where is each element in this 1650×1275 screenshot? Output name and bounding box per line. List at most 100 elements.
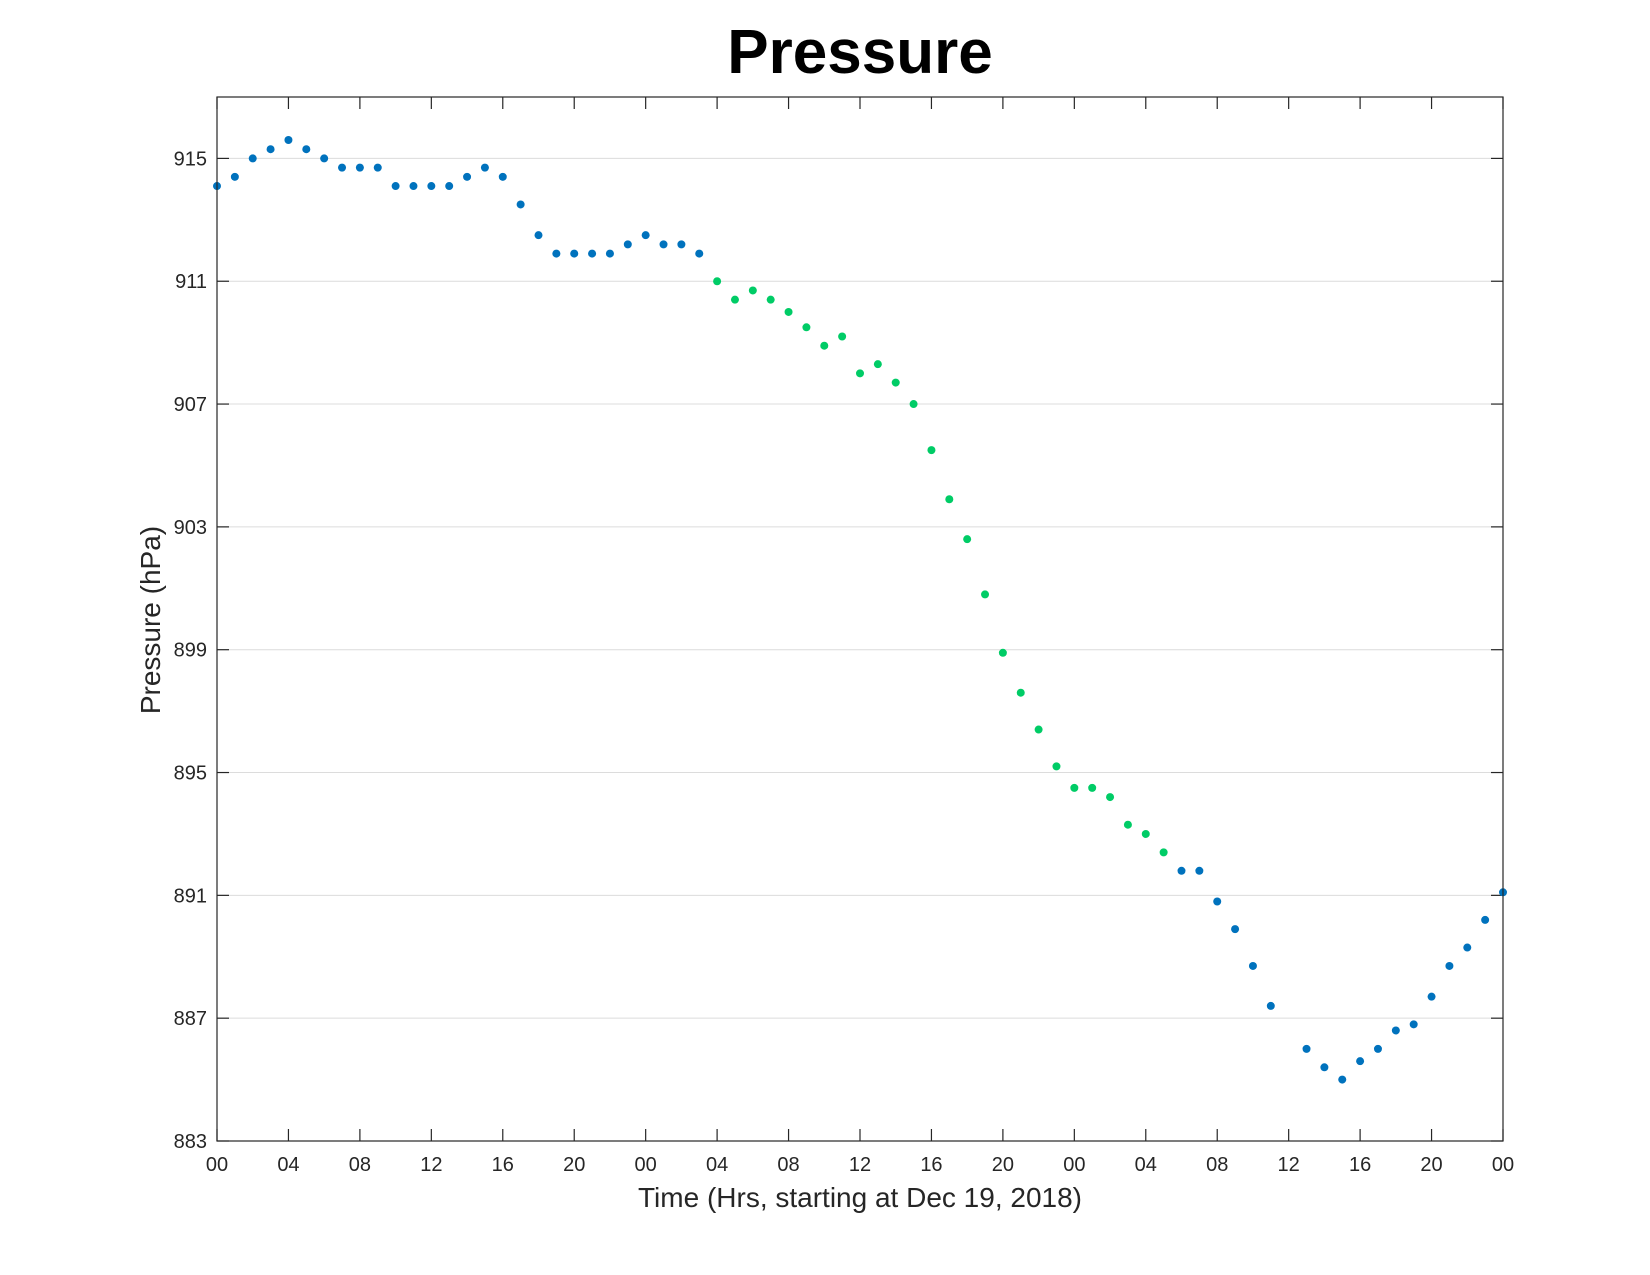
data-point — [820, 341, 829, 350]
data-point — [963, 535, 972, 544]
data-point — [677, 240, 686, 249]
y-tick-label: 887 — [174, 1008, 207, 1030]
data-point — [1070, 783, 1079, 792]
data-point — [320, 154, 329, 163]
data-point — [534, 231, 543, 240]
data-point — [1141, 829, 1150, 838]
x-tick-label: 08 — [1206, 1154, 1228, 1176]
data-point — [802, 323, 811, 332]
x-tick-label: 12 — [420, 1154, 442, 1176]
x-tick-label: 12 — [849, 1154, 871, 1176]
data-point — [766, 295, 775, 304]
x-tick-label: 04 — [1135, 1154, 1157, 1176]
data-point — [1213, 897, 1222, 906]
y-tick-label: 891 — [174, 885, 207, 907]
x-tick-label: 20 — [1420, 1154, 1442, 1176]
data-point — [427, 182, 436, 191]
data-point — [1195, 866, 1204, 875]
x-tick-label: 00 — [635, 1154, 657, 1176]
data-point — [1177, 866, 1186, 875]
data-point — [1338, 1075, 1347, 1084]
data-point — [659, 240, 668, 249]
data-point — [338, 163, 347, 172]
data-point — [1373, 1044, 1382, 1053]
data-point — [838, 332, 847, 341]
chart-title: Pressure — [727, 18, 992, 87]
data-point — [480, 163, 489, 172]
data-point — [730, 295, 739, 304]
data-point — [1391, 1026, 1400, 1035]
data-point — [588, 249, 597, 258]
data-point — [873, 360, 882, 369]
data-point — [570, 249, 579, 258]
data-point — [1159, 848, 1168, 857]
data-point — [1123, 820, 1132, 829]
data-point — [1231, 925, 1240, 934]
y-tick-label: 915 — [174, 148, 207, 170]
x-tick-label: 16 — [920, 1154, 942, 1176]
x-tick-label: 04 — [706, 1154, 728, 1176]
data-point — [1248, 961, 1257, 970]
y-tick-label: 907 — [174, 394, 207, 416]
data-point — [891, 378, 900, 387]
data-point — [230, 172, 239, 181]
data-point — [1427, 992, 1436, 1001]
data-point — [1320, 1063, 1329, 1072]
y-axis-label: Pressure (hPa) — [135, 526, 166, 714]
data-point — [1106, 793, 1115, 802]
data-point — [927, 446, 936, 455]
data-point — [981, 590, 990, 599]
data-point — [695, 249, 704, 258]
data-point — [1034, 725, 1043, 734]
data-point — [623, 240, 632, 249]
data-point — [1302, 1044, 1311, 1053]
data-point — [266, 145, 275, 154]
data-point — [409, 182, 418, 191]
y-tick-label: 911 — [175, 271, 207, 293]
data-point — [463, 172, 472, 181]
data-point — [516, 200, 525, 209]
x-tick-label: 20 — [992, 1154, 1014, 1176]
y-tick-label: 903 — [174, 517, 207, 539]
data-point — [713, 277, 722, 286]
data-point — [1356, 1057, 1365, 1066]
x-tick-label: 00 — [1492, 1154, 1514, 1176]
data-point — [1481, 915, 1490, 924]
data-point — [1052, 762, 1061, 771]
x-tick-label: 00 — [1063, 1154, 1085, 1176]
plot-frame — [216, 96, 1504, 1142]
y-axis: 883 887 891 895 899 903 907 911 915 — [174, 148, 1503, 1153]
data-point — [856, 369, 864, 378]
x-tick-label: 20 — [563, 1154, 585, 1176]
x-tick-label: 16 — [492, 1154, 514, 1176]
data-point — [1463, 943, 1472, 952]
data-point — [748, 286, 757, 295]
x-axis-label: Time (Hrs, starting at Dec 19, 2018) — [638, 1182, 1082, 1213]
data-point — [248, 154, 257, 163]
y-tick-label: 899 — [174, 640, 207, 662]
data-point — [373, 163, 382, 172]
x-tick-label: 08 — [349, 1154, 371, 1176]
y-tick-label: 895 — [174, 763, 207, 785]
data-point — [641, 231, 650, 240]
y-tick-label: 883 — [174, 1131, 207, 1153]
data-point — [998, 648, 1007, 657]
x-tick-label: 16 — [1349, 1154, 1371, 1176]
data-point — [1409, 1020, 1418, 1029]
data-point — [784, 307, 793, 316]
data-point — [1016, 688, 1025, 697]
data-point — [1088, 783, 1097, 792]
x-tick-label: 00 — [206, 1154, 228, 1176]
data-point — [302, 145, 311, 154]
data-point — [284, 135, 293, 144]
grid-layer — [217, 157, 1503, 1019]
data-point — [498, 172, 507, 181]
data-point — [445, 182, 454, 191]
data-point — [355, 163, 364, 172]
data-points — [213, 135, 1507, 1084]
x-tick-label: 08 — [777, 1154, 799, 1176]
x-axis: 00 04 08 12 16 20 00 04 08 12 16 20 00 04 08 12 16 20 00 — [206, 97, 1514, 1176]
data-point — [1266, 1001, 1275, 1010]
x-tick-label: 04 — [277, 1154, 299, 1176]
